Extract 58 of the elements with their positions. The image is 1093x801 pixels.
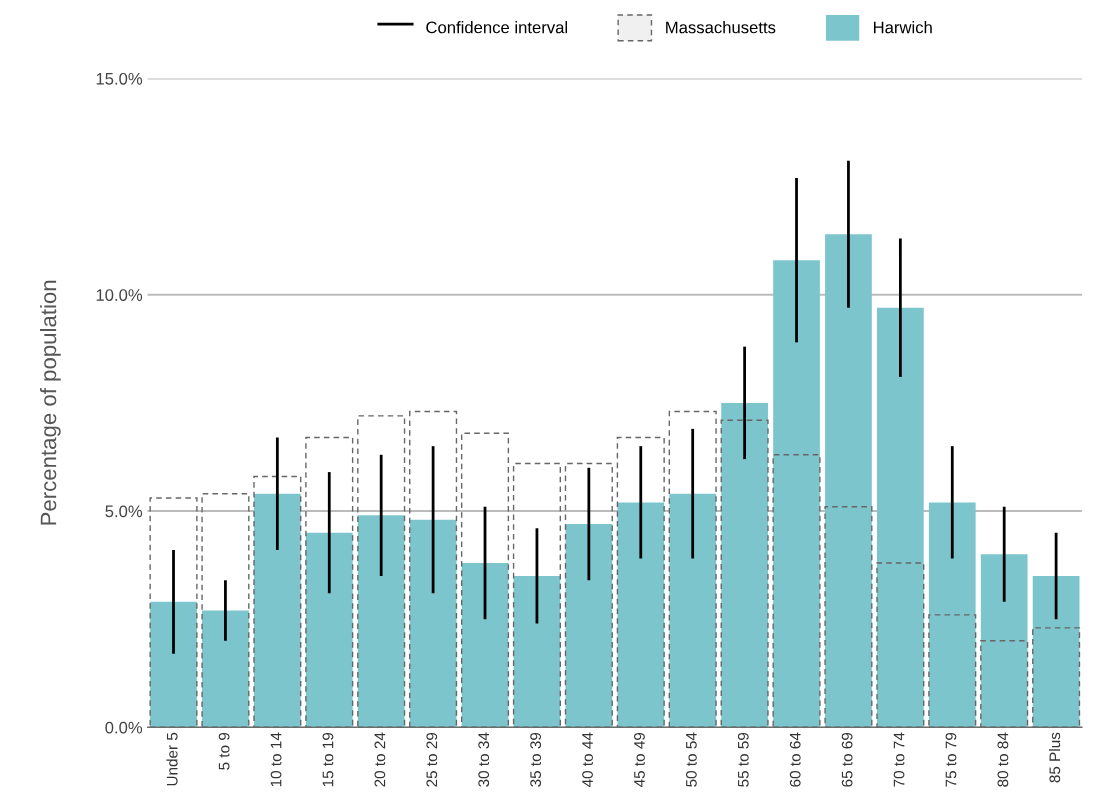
bar: [877, 307, 924, 728]
bar: [980, 640, 1029, 728]
y-tick-label: 0.0%: [105, 721, 143, 734]
bar: [409, 410, 458, 728]
y-tick-label: 10.0%: [96, 289, 143, 301]
bar: [149, 497, 198, 728]
legend-label: Massachusetts: [666, 21, 776, 34]
bar: [616, 436, 665, 728]
y-tick-label: 5.0%: [105, 505, 143, 518]
x-tick-label: 35 to 39: [530, 732, 542, 787]
bar: [202, 610, 249, 728]
bar: [772, 454, 821, 728]
x-tick-label: 25 to 29: [426, 732, 438, 787]
bar: [357, 415, 406, 728]
bar: [512, 462, 561, 728]
bar: [669, 493, 717, 728]
bar: [150, 601, 197, 728]
x-tick-label: 80 to 84: [997, 732, 1009, 787]
legend-label: Harwich: [873, 21, 932, 34]
x-tick-label: 45 to 49: [634, 732, 645, 788]
x-tick-label: 85 Plus: [1048, 732, 1061, 783]
x-tick-label: 30 to 34: [478, 732, 490, 787]
bar: [461, 562, 509, 728]
x-tick-label: 20 to 24: [374, 732, 386, 787]
x-tick-label: 15 to 19: [322, 732, 334, 787]
x-tick-label: 50 to 54: [685, 732, 697, 787]
bar: [825, 234, 872, 728]
x-tick-label: 10 to 14: [270, 732, 282, 787]
bar: [928, 502, 976, 728]
bar: [201, 493, 250, 728]
x-tick-label: Under 5: [166, 732, 178, 786]
bar: [460, 432, 510, 728]
bar: [1032, 627, 1081, 728]
x-tick-label: 55 to 59: [737, 732, 749, 787]
bar: [668, 410, 717, 728]
y-axis-title: Percentage of population: [40, 280, 61, 525]
bar: [513, 575, 561, 728]
bar: [357, 515, 405, 728]
text: Confidence interval: [426, 21, 568, 34]
bar: [564, 462, 613, 728]
bar: [773, 260, 820, 728]
bar: [409, 519, 457, 728]
bar: [305, 532, 353, 728]
bar: [824, 506, 873, 728]
bar: [617, 502, 665, 728]
x-tick-label: 40 to 44: [582, 732, 593, 788]
x-tick-label: 75 to 79: [945, 732, 957, 787]
x-tick-label: 65 to 69: [841, 732, 853, 787]
x-tick-label: 5 to 9: [218, 732, 230, 770]
y-tick-label: 15.0%: [96, 72, 143, 85]
bar: [928, 614, 977, 728]
bar: [305, 436, 354, 728]
x-tick-label: 60 to 64: [789, 732, 801, 787]
bar: [565, 524, 613, 728]
x-tick-label: 70 to 74: [893, 732, 905, 787]
bar: [876, 562, 925, 728]
bar: [980, 554, 1028, 728]
bar: [1032, 575, 1080, 728]
